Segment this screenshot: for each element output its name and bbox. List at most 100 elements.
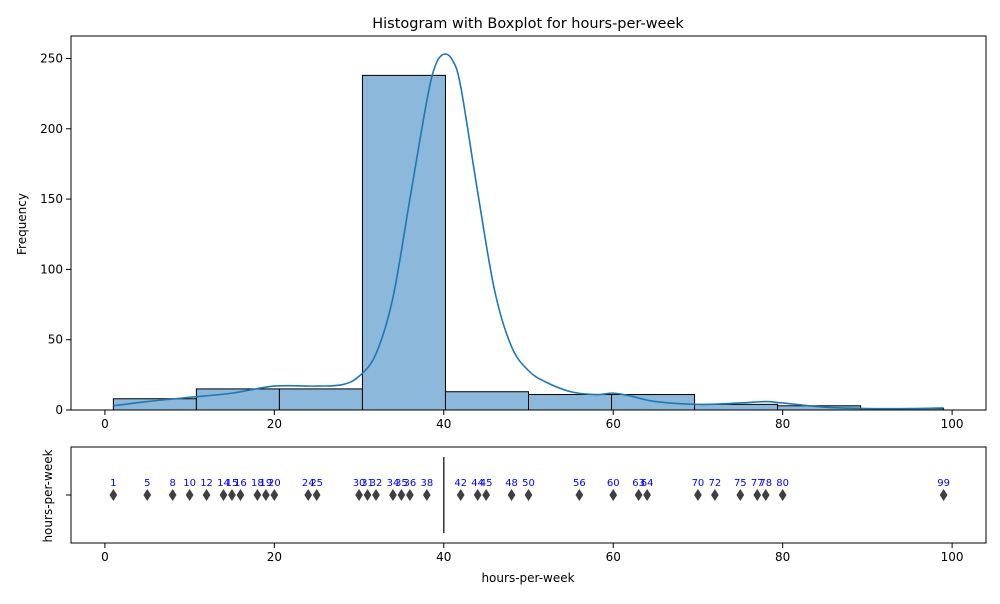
x-tick-label: 0 [101, 550, 109, 564]
x-tick-label: 40 [436, 417, 451, 431]
outlier-marker [363, 488, 372, 502]
histogram-bar [361, 74, 446, 411]
outlier-marker [219, 488, 228, 502]
outlier-value-label: 12 [200, 478, 213, 489]
histogram-bar [611, 394, 696, 411]
x-tick-label: 0 [101, 417, 109, 431]
y-tick-label: 200 [40, 122, 63, 136]
outlier-value-label: 42 [454, 478, 467, 489]
outlier-marker [694, 488, 702, 502]
x-tick-label: 100 [941, 417, 964, 431]
outlier-marker [736, 488, 745, 502]
outlier-value-label: 32 [370, 478, 383, 489]
outlier-value-label: 45 [480, 478, 493, 489]
y-tick-label: 50 [48, 333, 63, 347]
outlier-marker [312, 488, 321, 502]
outlier-marker [262, 488, 270, 502]
outlier-value-label: 70 [692, 478, 705, 489]
kde-curve [113, 53, 944, 410]
x-tick-label: 40 [436, 550, 451, 564]
histogram-x-ticks: 0 20 40 60 80 100 [101, 410, 964, 431]
outlier-marker [575, 488, 584, 502]
outlier-value-label: 5 [144, 478, 150, 489]
outlier-marker [761, 488, 770, 502]
y-tick-label: 0 [55, 403, 63, 417]
chart-title: Histogram with Boxplot for hours-per-wee… [372, 16, 684, 32]
outlier-marker [228, 488, 236, 502]
outlier-marker [609, 488, 618, 502]
boxplot-x-ticks: 0 20 40 60 80 100 [101, 543, 964, 564]
outlier-marker [406, 488, 414, 502]
outlier-value-label: 19 [259, 478, 272, 489]
outlier-marker [389, 488, 397, 502]
outlier-value-label: 15 [226, 478, 239, 489]
outlier-value-label: 35 [395, 478, 408, 489]
outlier-marker [939, 488, 948, 502]
outlier-marker [711, 488, 719, 502]
outlier-value-label: 72 [709, 478, 722, 489]
y-tick-label: 100 [40, 262, 63, 276]
outlier-marker [143, 488, 152, 502]
histogram-bar [444, 391, 530, 411]
histogram-bar [528, 394, 613, 411]
histogram-bars [112, 74, 945, 411]
outlier-marker [372, 488, 380, 502]
y-tick-label: 250 [40, 51, 63, 65]
outlier-marker [253, 488, 262, 502]
boxplot-plot-frame [70, 446, 987, 544]
x-tick-label: 100 [941, 550, 964, 564]
outlier-marker [168, 488, 177, 502]
outlier-value-label: 10 [183, 478, 196, 489]
histogram-y-axis-label: Frequency [15, 193, 29, 255]
outlier-marker [109, 488, 118, 502]
outlier-value-label: 44 [471, 478, 484, 489]
histogram-plot-frame [70, 35, 987, 411]
outlier-value-label: 48 [505, 478, 518, 489]
outlier-marker [202, 488, 211, 502]
y-tick-label: 150 [40, 192, 63, 206]
outlier-value-label: 24 [302, 478, 315, 489]
outlier-value-label: 1 [110, 478, 116, 489]
x-tick-label: 60 [606, 417, 621, 431]
boxplot-outlier-markers [109, 488, 948, 502]
outlier-marker [236, 488, 245, 502]
outlier-value-label: 77 [751, 478, 764, 489]
histogram-panel: Histogram with Boxplot for hours-per-wee… [15, 16, 987, 431]
outlier-value-label: 8 [169, 478, 175, 489]
outlier-value-label: 38 [420, 478, 433, 489]
x-tick-label: 80 [775, 550, 790, 564]
outlier-value-label: 34 [387, 478, 400, 489]
outlier-marker [397, 488, 406, 502]
histogram-y-ticks: 0 50 100 150 200 250 [40, 51, 71, 417]
outlier-value-label: 78 [759, 478, 772, 489]
outlier-value-label: 16 [234, 478, 247, 489]
outlier-value-label: 56 [573, 478, 586, 489]
boxplot-x-axis-label: hours-per-week [481, 571, 574, 585]
histogram-bar [278, 388, 363, 411]
x-tick-label: 20 [267, 550, 282, 564]
outlier-marker [185, 488, 194, 502]
outlier-marker [524, 488, 533, 502]
outlier-marker [482, 488, 490, 502]
outlier-value-label: 25 [310, 478, 323, 489]
outlier-value-label: 80 [776, 478, 789, 489]
outlier-value-label: 31 [361, 478, 374, 489]
outlier-value-label: 14 [217, 478, 230, 489]
x-tick-label: 80 [775, 417, 790, 431]
outlier-value-label: 20 [268, 478, 281, 489]
outlier-value-label: 63 [632, 478, 645, 489]
outlier-value-label: 36 [404, 478, 417, 489]
outlier-marker [753, 488, 762, 502]
boxplot-y-axis-label: hours-per-week [41, 449, 55, 542]
outlier-value-label: 18 [251, 478, 264, 489]
outlier-value-label: 30 [353, 478, 366, 489]
outlier-marker [507, 488, 516, 502]
outlier-value-label: 64 [641, 478, 654, 489]
outlier-value-label: 60 [607, 478, 620, 489]
outlier-marker [270, 488, 279, 502]
outlier-value-label: 75 [734, 478, 747, 489]
outlier-marker [778, 488, 787, 502]
x-tick-label: 60 [606, 550, 621, 564]
